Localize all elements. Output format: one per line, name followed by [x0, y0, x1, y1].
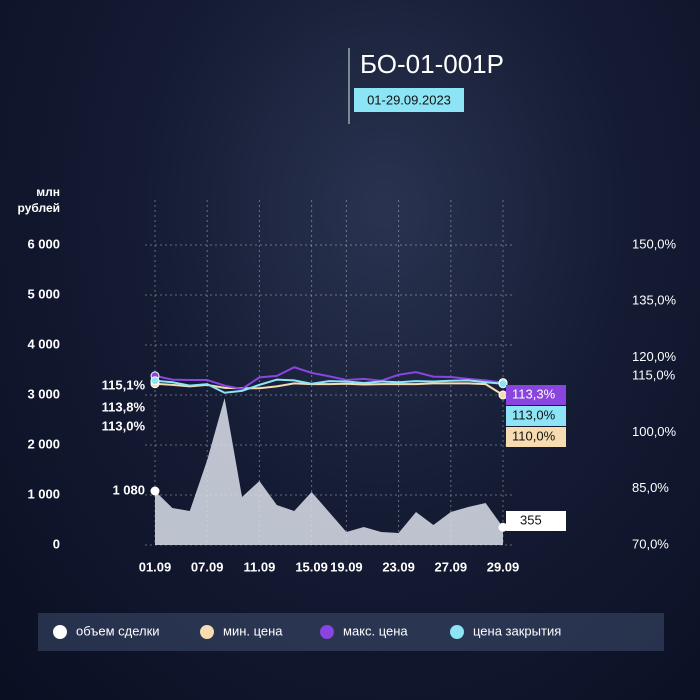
y2-tick-label: 120,0% — [632, 349, 677, 364]
x-tick-label: 27.09 — [435, 559, 468, 574]
legend-marker — [450, 625, 464, 639]
y-tick-label: 2 000 — [27, 436, 60, 451]
y-tick-label: 1 000 — [27, 486, 60, 501]
value-label: 113,3% — [512, 386, 556, 401]
point — [498, 522, 508, 532]
point — [150, 376, 160, 386]
legend-label: объем сделки — [76, 623, 160, 638]
legend-label: цена закрытия — [473, 623, 561, 638]
value-label: 113,0% — [102, 418, 146, 433]
value-label-box — [506, 511, 566, 531]
subtitle-box — [354, 88, 464, 112]
point — [498, 379, 508, 389]
y-tick-label: 0 — [53, 536, 60, 551]
y-tick-label: 3 000 — [27, 386, 60, 401]
chart-title: БО-01-001Р — [360, 49, 504, 79]
y2-tick-label: 115,0% — [632, 368, 676, 383]
x-tick-label: 23.09 — [382, 559, 415, 574]
y2-tick-label: 100,0% — [632, 424, 677, 439]
line — [154, 366, 504, 391]
legend-label: макс. цена — [343, 623, 408, 638]
legend-marker — [53, 625, 67, 639]
y-tick-label: 5 000 — [27, 286, 60, 301]
subtitle: 01-29.09.2023 — [367, 92, 451, 107]
x-tick-label: 15.09 — [295, 559, 328, 574]
y2-tick-label: 135,0% — [632, 293, 677, 308]
value-label: 355 — [520, 512, 542, 527]
line — [154, 378, 504, 394]
x-tick-label: 19.09 — [330, 559, 363, 574]
value-label: 110,0% — [512, 428, 556, 443]
legend-marker — [320, 625, 334, 639]
value-label-box — [506, 406, 566, 426]
x-tick-label: 11.09 — [243, 559, 275, 574]
value-label: 115,1% — [102, 377, 146, 392]
x-tick-label: 07.09 — [191, 559, 224, 574]
legend-label: мин. цена — [223, 623, 283, 638]
value-label: 113,0% — [512, 407, 556, 422]
value-label: 113,8% — [102, 399, 146, 414]
legend-marker — [200, 625, 214, 639]
line — [154, 382, 504, 396]
value-label-box — [506, 385, 566, 405]
x-tick-label: 01.09 — [139, 559, 172, 574]
y2-tick-label: 85,0% — [632, 480, 669, 495]
y-tick-label: 6 000 — [27, 236, 60, 251]
area — [155, 398, 503, 545]
y-axis-label: млн рублей — [17, 185, 60, 215]
value-label-box — [506, 427, 566, 447]
value-label: 1 080 — [112, 482, 145, 497]
point — [498, 390, 508, 400]
legend-box — [38, 613, 664, 651]
y-tick-label: 4 000 — [27, 336, 60, 351]
point — [150, 486, 160, 496]
y2-tick-label: 150,0% — [632, 236, 677, 251]
y2-tick-label: 70,0% — [632, 536, 669, 551]
x-tick-label: 29.09 — [487, 559, 520, 574]
